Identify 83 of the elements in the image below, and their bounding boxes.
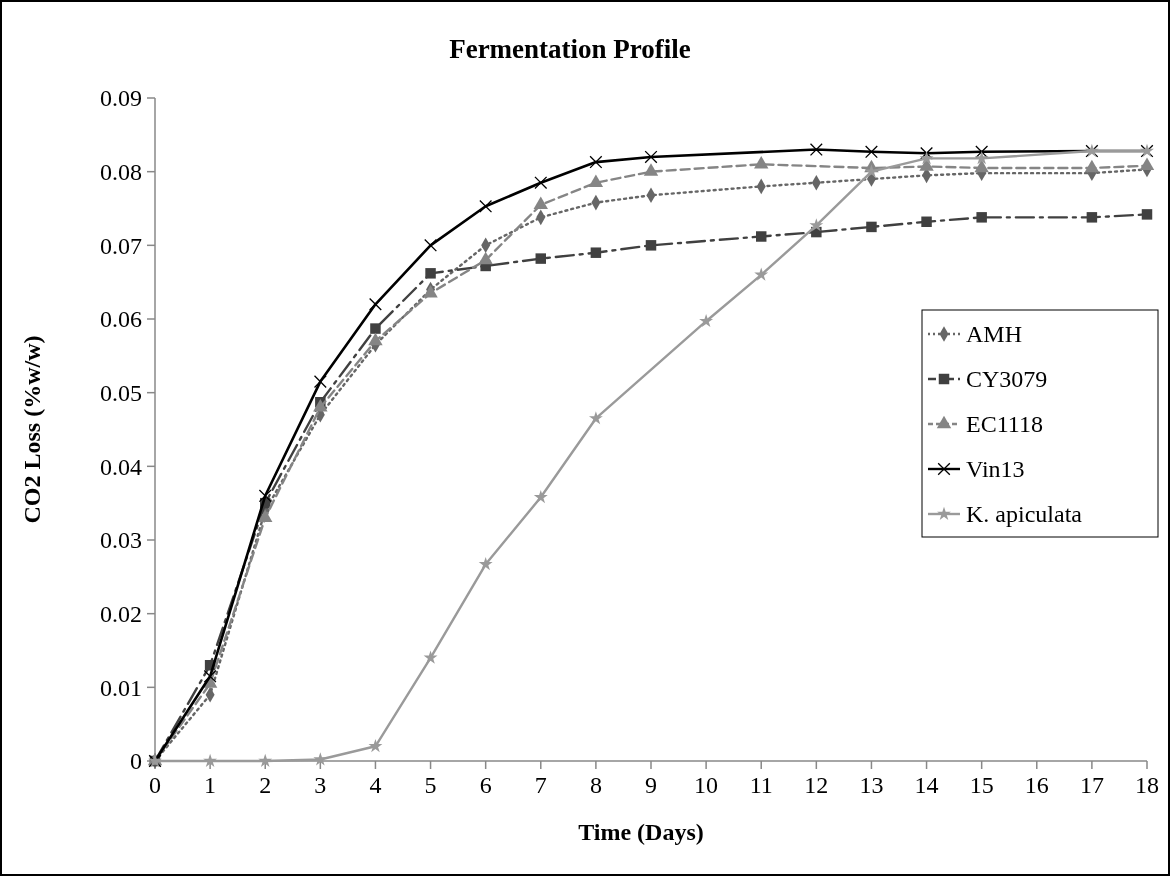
point [423, 650, 438, 664]
x-tick-label: 5 [424, 772, 437, 798]
point [919, 151, 934, 165]
y-tick-label: 0.02 [100, 601, 142, 628]
point [645, 240, 657, 251]
point [588, 411, 603, 425]
point [975, 145, 989, 159]
legend-label: K. apiculata [966, 501, 1083, 528]
x-tick-label: 9 [645, 772, 657, 798]
point [203, 669, 217, 683]
x-axis-title: Time (Days) [578, 819, 704, 845]
point [754, 267, 769, 281]
legend-label: EC1118 [966, 411, 1043, 438]
point [368, 738, 383, 753]
x-tick-label: 4 [369, 772, 382, 798]
point [589, 155, 603, 169]
point [588, 174, 604, 187]
x-tick-label: 2 [259, 772, 272, 798]
x-tick-label: 17 [1079, 772, 1104, 798]
point [974, 151, 989, 165]
point [258, 753, 273, 767]
x-tick-label: 15 [969, 772, 994, 798]
point [258, 489, 272, 503]
x-tick-label: 8 [589, 772, 602, 798]
point [921, 216, 932, 227]
point [974, 159, 989, 173]
y-tick-label: 0.07 [100, 232, 142, 259]
legend-label: CY3079 [966, 366, 1048, 393]
x-tick-label: 11 [749, 772, 773, 798]
chart-title: Fermentation Profile [449, 34, 691, 64]
point [533, 489, 548, 504]
point [590, 247, 602, 258]
point [258, 509, 273, 523]
legend-label: AMH [966, 321, 1023, 348]
x-tick-label: 12 [804, 772, 829, 798]
x-tick-label: 13 [859, 772, 884, 798]
point [368, 297, 382, 311]
y-tick-label: 0.08 [100, 159, 142, 186]
x-tick-label: 6 [479, 772, 492, 798]
point [1084, 159, 1100, 173]
point [644, 150, 658, 164]
point [535, 253, 547, 264]
point [424, 238, 438, 252]
point [864, 145, 878, 159]
point [755, 231, 767, 242]
point [1139, 157, 1155, 170]
y-axis-title: CO2 Loss (%w/w) [19, 335, 45, 524]
y-tick-label: 0.05 [100, 380, 142, 407]
point [425, 268, 436, 279]
point [976, 212, 987, 223]
y-tick-label: 0.03 [100, 527, 142, 554]
point [203, 753, 218, 767]
point [313, 399, 328, 412]
x-tick-label: 18 [1135, 772, 1159, 798]
point [479, 199, 493, 213]
point [478, 251, 493, 265]
point [754, 155, 769, 169]
point [1141, 209, 1153, 220]
point [533, 196, 548, 209]
point [313, 375, 327, 389]
point [643, 163, 659, 176]
x-tick-label: 14 [914, 772, 939, 798]
x-tick-label: 1 [204, 772, 217, 798]
y-tick-label: 0.06 [100, 306, 142, 333]
point [809, 218, 824, 232]
x-tick-label: 7 [534, 772, 547, 798]
y-tick-label: 0.01 [100, 674, 142, 701]
x-tick-label: 10 [694, 772, 719, 798]
y-tick-label: 0.09 [100, 85, 142, 112]
y-tick-label: 0 [130, 748, 142, 775]
point [1086, 212, 1098, 223]
point [809, 143, 823, 157]
point [534, 176, 548, 190]
point [478, 557, 493, 571]
legend-label: Vin13 [966, 456, 1025, 483]
point [368, 332, 383, 346]
point [866, 221, 877, 233]
x-tick-label: 16 [1024, 772, 1049, 798]
point [370, 323, 381, 334]
point [699, 313, 714, 328]
x-tick-label: 0 [149, 772, 161, 798]
y-tick-label: 0.04 [100, 453, 142, 480]
x-tick-label: 3 [314, 772, 327, 798]
